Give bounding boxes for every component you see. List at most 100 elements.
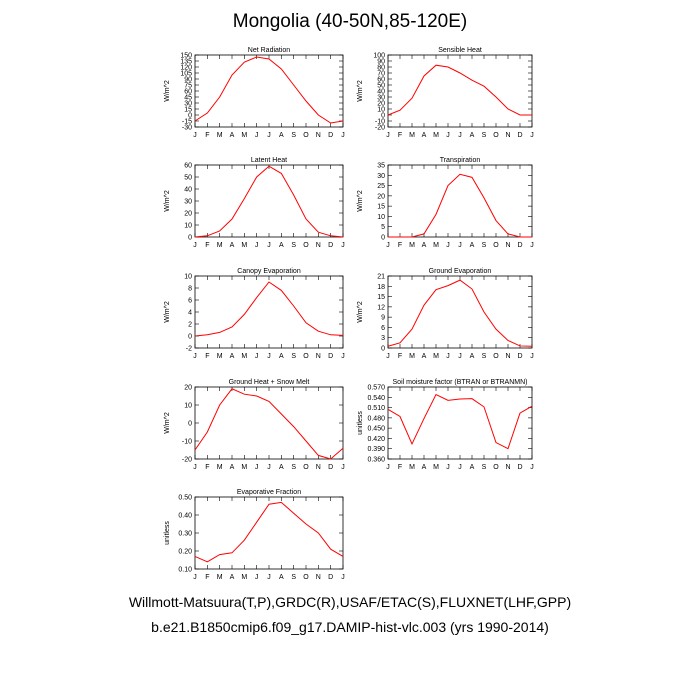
x-tick-label: S xyxy=(482,353,487,360)
y-tick-label: -30 xyxy=(182,125,192,132)
y-tick-label: 10 xyxy=(184,274,192,281)
y-tick-label: 0 xyxy=(188,421,192,428)
x-tick-label: O xyxy=(303,464,309,471)
x-tick-label: J xyxy=(446,242,450,249)
x-tick-label: S xyxy=(291,132,296,139)
y-tick-label: -15 xyxy=(182,119,192,126)
x-tick-label: J xyxy=(255,242,259,249)
y-tick-label: 12 xyxy=(377,304,385,311)
x-tick-label: N xyxy=(505,242,510,249)
y-axis-label: W/m^2 xyxy=(164,412,171,434)
y-tick-label: 0 xyxy=(188,113,192,120)
plot-frame xyxy=(194,496,344,570)
chart-panel: Sensible Heat -20-10010203040506070809010… xyxy=(357,47,534,139)
panel-title: Ground Heat + Snow Melt xyxy=(229,379,310,386)
y-tick-label: 135 xyxy=(180,59,192,66)
x-tick-label: F xyxy=(398,242,402,249)
y-tick-label: 5 xyxy=(381,224,385,231)
x-tick-label: S xyxy=(291,353,296,360)
y-tick-label: 30 xyxy=(377,95,385,102)
x-tick-label: D xyxy=(517,132,522,139)
series-line xyxy=(194,501,344,563)
x-tick-label: J xyxy=(446,464,450,471)
x-tick-label: O xyxy=(493,353,499,360)
x-tick-label: D xyxy=(328,132,333,139)
y-tick-label: 3 xyxy=(381,335,385,342)
x-tick-label: J xyxy=(458,242,462,249)
x-tick-label: J xyxy=(530,132,534,139)
chart-panel: Net Radiation -30-15015304560759010512013… xyxy=(164,47,345,139)
panel-title: Evaporative Fraction xyxy=(237,489,301,496)
x-tick-label: M xyxy=(241,464,247,471)
y-axis-label: unitless xyxy=(357,411,364,435)
x-tick-label: F xyxy=(398,464,402,471)
y-tick-label: -10 xyxy=(375,119,385,126)
x-tick-label: A xyxy=(279,464,284,471)
x-tick-label: S xyxy=(291,464,296,471)
y-tick-label: 45 xyxy=(184,95,192,102)
y-tick-label: 0.420 xyxy=(367,436,385,443)
x-tick-label: A xyxy=(230,242,235,249)
y-tick-label: 80 xyxy=(377,65,385,72)
y-tick-label: 60 xyxy=(377,77,385,84)
x-tick-label: N xyxy=(316,574,321,581)
x-tick-label: O xyxy=(303,242,309,249)
x-tick-label: S xyxy=(482,132,487,139)
panel-title: Soil moisture factor (BTRAN or BTRANMN) xyxy=(393,379,528,386)
x-tick-label: J xyxy=(530,242,534,249)
y-tick-label: 30 xyxy=(184,199,192,206)
series-line xyxy=(194,56,344,124)
x-tick-label: D xyxy=(517,353,522,360)
x-tick-label: M xyxy=(217,132,223,139)
x-tick-label: J xyxy=(341,353,345,360)
x-tick-label: J xyxy=(530,353,534,360)
y-tick-label: 6 xyxy=(188,298,192,305)
y-tick-label: 0.40 xyxy=(178,513,192,520)
x-tick-label: M xyxy=(409,464,415,471)
x-tick-label: M xyxy=(217,353,223,360)
x-tick-label: A xyxy=(422,242,427,249)
y-axis-label: W/m^2 xyxy=(164,301,171,323)
y-tick-label: 40 xyxy=(184,187,192,194)
y-tick-label: 0 xyxy=(381,235,385,242)
x-tick-label: J xyxy=(386,353,390,360)
x-tick-label: J xyxy=(193,574,197,581)
x-tick-label: N xyxy=(316,353,321,360)
x-tick-label: J xyxy=(341,574,345,581)
x-tick-label: A xyxy=(230,464,235,471)
x-tick-label: F xyxy=(398,132,402,139)
x-tick-label: J xyxy=(255,464,259,471)
x-tick-label: A xyxy=(470,242,475,249)
x-tick-label: N xyxy=(505,464,510,471)
x-tick-label: D xyxy=(328,574,333,581)
x-tick-label: A xyxy=(230,132,235,139)
x-tick-label: M xyxy=(241,242,247,249)
x-tick-label: J xyxy=(255,574,259,581)
x-tick-label: A xyxy=(279,574,284,581)
y-tick-label: 50 xyxy=(184,175,192,182)
y-tick-label: 60 xyxy=(184,163,192,170)
x-tick-label: J xyxy=(530,464,534,471)
plot-frame xyxy=(194,386,344,460)
x-tick-label: A xyxy=(230,574,235,581)
y-tick-label: -20 xyxy=(375,125,385,132)
y-tick-label: -2 xyxy=(186,346,192,353)
x-tick-label: D xyxy=(328,242,333,249)
x-tick-label: N xyxy=(505,132,510,139)
y-tick-label: 18 xyxy=(377,284,385,291)
y-tick-label: 100 xyxy=(373,53,385,60)
panel-title: Net Radiation xyxy=(248,47,291,54)
y-tick-label: 0.450 xyxy=(367,426,385,433)
x-tick-label: J xyxy=(267,353,271,360)
y-tick-label: 0.10 xyxy=(178,567,192,574)
x-tick-label: F xyxy=(205,353,209,360)
y-tick-label: 90 xyxy=(184,77,192,84)
x-tick-label: F xyxy=(398,353,402,360)
series-line xyxy=(194,165,344,238)
x-tick-label: J xyxy=(255,353,259,360)
x-tick-label: F xyxy=(205,574,209,581)
y-tick-label: 0.510 xyxy=(367,405,385,412)
